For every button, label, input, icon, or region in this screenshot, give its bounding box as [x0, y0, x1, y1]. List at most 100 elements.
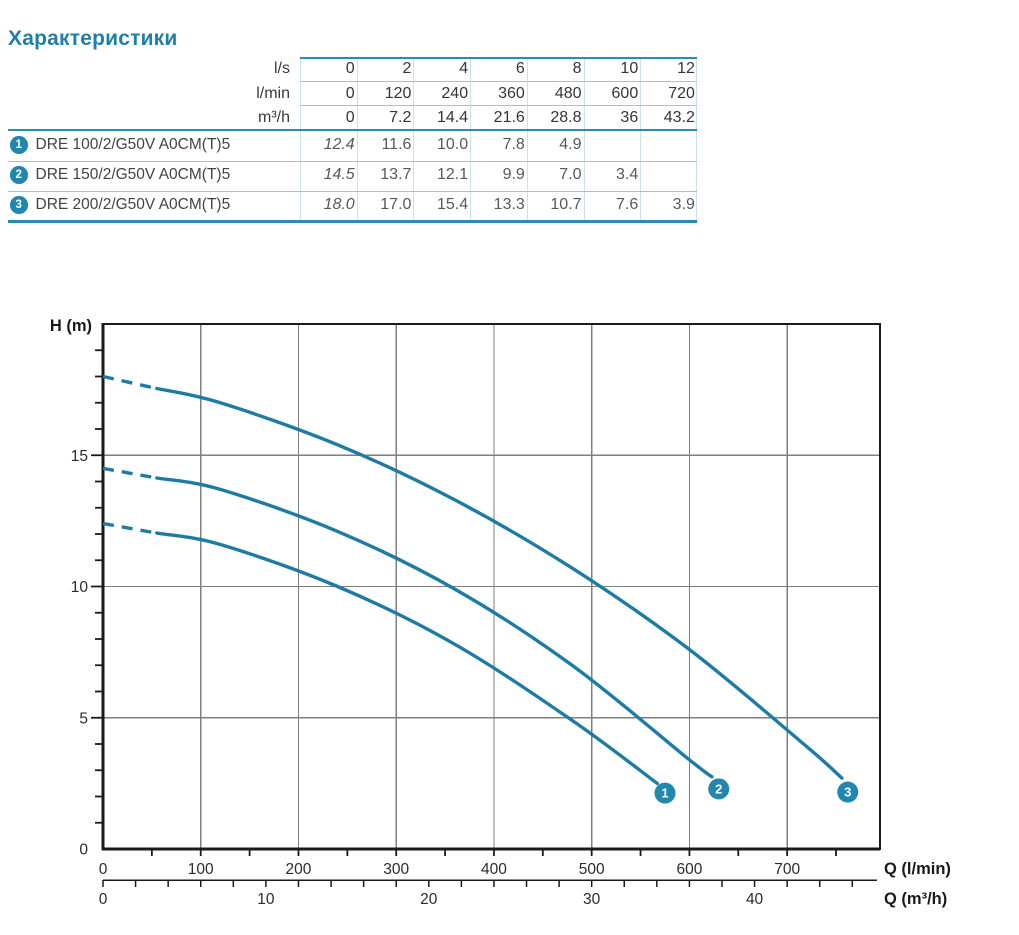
- head-value-cell: 10.7: [550, 196, 582, 214]
- unit-value-cell: 2: [402, 60, 412, 78]
- model-name: 2 DRE 150/2/G50V A0CM(T)5: [8, 166, 300, 184]
- x-tick-label: 600: [676, 861, 702, 878]
- head-value-cell: 11.6: [381, 136, 412, 154]
- head-value-cell: 4.9: [559, 136, 582, 154]
- x2-tick-label: 10: [257, 891, 275, 908]
- unit-row-lmin: l/min 0 120 240 360 480 600 720: [8, 81, 697, 105]
- chart-gridlines: [103, 324, 880, 849]
- head-value-cell: 14.5: [323, 166, 355, 184]
- curve-solid-segment: [155, 531, 659, 786]
- unit-value-cell: 0: [345, 60, 355, 78]
- curve-marker-label: 2: [715, 781, 722, 796]
- unit-value-cell: 0: [345, 84, 355, 102]
- head-value-cell: 7.6: [615, 196, 639, 214]
- y-tick-label: 10: [71, 579, 89, 596]
- unit-value-cell: 7.2: [389, 108, 412, 126]
- head-value-cell: 9.9: [502, 166, 525, 184]
- y-axis-title: H (m): [50, 317, 92, 335]
- unit-value-cell: 720: [668, 84, 695, 102]
- x-tick-label: 300: [383, 861, 409, 878]
- curve-number-badge: 1: [10, 136, 28, 154]
- curve-number-badge: 3: [10, 196, 28, 214]
- head-value-cell: 7.0: [559, 166, 582, 184]
- unit-value-cell: 36: [620, 108, 639, 126]
- unit-value-cell: 480: [554, 84, 582, 102]
- head-value-cell: 3.9: [672, 196, 695, 214]
- head-value-cell: 17.0: [380, 196, 412, 214]
- characteristics-table: l/s 0 2 4 6 8 10 12 l/min 0 120 240 360 480 600 720 m³/h…: [8, 57, 697, 223]
- x-tick-label: 0: [99, 861, 108, 878]
- head-value-cell: 13.7: [380, 166, 412, 184]
- unit-value-cell: 12: [677, 60, 695, 78]
- unit-label: m³/h: [258, 108, 290, 126]
- model-name: 1 DRE 100/2/G50V A0CM(T)5: [8, 136, 300, 154]
- unit-value-cell: 360: [498, 84, 525, 102]
- head-value-cell: 15.4: [436, 196, 469, 214]
- model-row-2: 2 DRE 150/2/G50V A0CM(T)5 14.5 13.7 12.1 9.9 7…: [8, 160, 697, 190]
- model-label: DRE 150/2/G50V A0CM(T)5: [35, 166, 231, 184]
- head-value-cell: 13.3: [493, 196, 525, 214]
- y-tick-label: 15: [71, 448, 88, 465]
- head-value-cell: 10.0: [436, 136, 469, 154]
- curve-solid-segment: [155, 476, 714, 779]
- curve-1: 1: [102, 521, 676, 804]
- unit-value-cell: 240: [441, 84, 469, 102]
- unit-value-cell: 8: [572, 60, 582, 78]
- x-axis-secondary-title: Q (m³/h): [884, 890, 947, 908]
- unit-value-cell: 600: [611, 84, 639, 102]
- curve-solid-segment: [155, 386, 844, 780]
- x-tick-label: 500: [579, 861, 605, 878]
- model-name: 3 DRE 200/2/G50V A0CM(T)5: [8, 196, 300, 214]
- x-tick-label: 100: [188, 861, 214, 878]
- x-axis-primary-title: Q (l/min): [884, 860, 951, 878]
- x2-tick-label: 0: [99, 891, 108, 908]
- x-tick-label: 200: [286, 861, 312, 878]
- x-axis-primary: 0 100 200 300 400 500 600 700 Q (l/min): [99, 849, 951, 878]
- unit-value-cell: 21.6: [493, 108, 525, 126]
- model-label: DRE 100/2/G50V A0CM(T)5: [35, 136, 231, 154]
- curve-2: 2: [102, 466, 730, 800]
- curve-marker-circle: [708, 778, 730, 800]
- head-value-cell: 18.0: [323, 196, 355, 214]
- unit-value-cell: 28.8: [550, 108, 582, 126]
- unit-value-cell: 43.2: [663, 108, 695, 126]
- x2-tick-label: 40: [746, 891, 764, 908]
- curve-marker-circle: [837, 781, 859, 803]
- unit-value-cell: 120: [384, 84, 412, 102]
- y-tick-label: 0: [79, 842, 88, 859]
- model-label: DRE 200/2/G50V A0CM(T)5: [35, 196, 231, 214]
- y-tick-label: 5: [79, 710, 88, 727]
- y-axis-ticks: 0 5 10 15 H (m): [50, 317, 103, 859]
- x2-tick-label: 30: [583, 891, 601, 908]
- curve-number-badge: 2: [10, 166, 28, 184]
- unit-value-cell: 0: [345, 108, 355, 126]
- table-rule-bottom: [8, 220, 697, 223]
- head-value-cell: 7.8: [502, 136, 525, 154]
- curve-marker-label: 3: [844, 785, 851, 800]
- unit-value-cell: 14.4: [436, 108, 469, 126]
- x2-tick-label: 20: [420, 891, 438, 908]
- unit-value-cell: 6: [515, 60, 525, 78]
- curve-dashed-segment: [102, 466, 158, 480]
- curve-dashed-segment: [102, 521, 158, 535]
- head-value-cell: 12.4: [323, 136, 355, 154]
- unit-row-mh: m³/h 0 7.2 14.4 21.6 28.8 36 43.2: [8, 106, 697, 130]
- curve-marker-label: 1: [661, 786, 668, 801]
- model-row-3: 3 DRE 200/2/G50V A0CM(T)5 18.0 17.0 15.4 13.3…: [8, 190, 697, 220]
- x-axis-secondary: 0 10 20 30 40 Q (m³/h): [99, 879, 947, 908]
- curve-marker-circle: [654, 782, 676, 804]
- head-value-cell: 12.1: [436, 166, 469, 184]
- unit-value-cell: 4: [459, 60, 469, 78]
- x-tick-label: 400: [481, 861, 507, 878]
- model-row-1: 1 DRE 100/2/G50V A0CM(T)5 12.4 11.6 10.0 7.8 4…: [8, 130, 697, 160]
- x-tick-label: 700: [774, 861, 800, 878]
- unit-label: l/s: [274, 60, 290, 78]
- curve-3: 3: [102, 374, 859, 803]
- curve-dashed-segment: [102, 374, 158, 391]
- unit-row-ls: l/s 0 2 4 6 8 10 12: [8, 57, 697, 81]
- page-title: Характеристики: [8, 27, 178, 50]
- head-value-cell: 3.4: [615, 166, 639, 184]
- unit-value-cell: 10: [620, 60, 639, 78]
- unit-label: l/min: [256, 84, 290, 102]
